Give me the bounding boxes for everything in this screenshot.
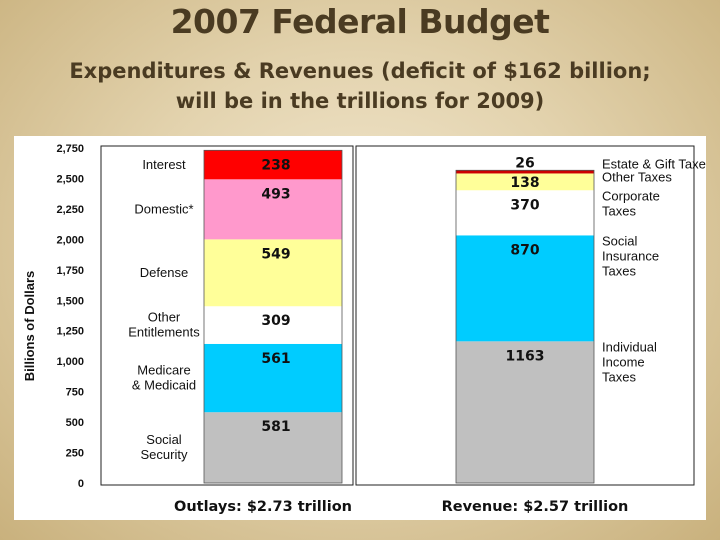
y-axis-label: Billions of Dollars [22, 271, 37, 382]
outlays-caption: Outlays: $2.73 trillion [174, 499, 352, 515]
bar-segment-interest [204, 150, 342, 180]
category-label-other-entitlements: Other Entitlements [128, 310, 200, 340]
subtitle-line-1: Expenditures & Revenues (deficit of $162… [69, 59, 651, 83]
value-label-estate-gift-taxes: 26 [515, 155, 534, 171]
revenue-caption: Revenue: $2.57 trillion [442, 499, 629, 515]
y-tick-label: 1,250 [56, 326, 84, 338]
value-label-defense: 549 [261, 246, 290, 262]
value-label-individual-income-taxes: 1163 [506, 348, 545, 364]
chart-panel: 0 250 500 750 1,000 1,250 1,500 1,750 2,000 2,250… [14, 136, 706, 520]
value-label-other-entitlements: 309 [261, 313, 290, 329]
y-tick-label: 2,750 [56, 143, 84, 155]
value-label-other-taxes: 138 [510, 175, 539, 191]
bar-segment-social-insurance-taxes [456, 235, 594, 342]
category-label-social-security: Social Security [141, 432, 188, 462]
value-label-corporate-taxes: 370 [510, 197, 539, 213]
bar-segment-defense [204, 239, 342, 307]
value-label-domestic: 493 [261, 186, 290, 202]
y-tick-label: 2,500 [56, 173, 84, 185]
y-axis: 0 250 500 750 1,000 1,250 1,500 1,750 2,000 2,250… [56, 143, 84, 490]
subtitle-line-2: will be in the trillions for 2009) [175, 89, 545, 113]
value-label-social-insurance-taxes: 870 [510, 242, 539, 258]
y-tick-label: 0 [78, 478, 84, 490]
bar-segment-other-entitlements [204, 306, 342, 344]
plot-frame [355, 145, 695, 486]
y-tick-label: 2,000 [56, 234, 84, 246]
y-tick-label: 1,000 [56, 356, 84, 368]
y-tick-label: 2,250 [56, 204, 84, 216]
bar-outline [203, 149, 343, 484]
budget-chart: 0 250 500 750 1,000 1,250 1,500 1,750 2,000 2,250… [22, 143, 706, 515]
value-label-social-security: 581 [261, 419, 290, 435]
category-label-social-insurance-taxes: Social Insurance Taxes [602, 233, 659, 278]
bar-segment-other-taxes [456, 173, 594, 191]
y-tick-label: 750 [66, 387, 84, 399]
bar-segment-domestic [204, 179, 342, 240]
slide-subtitle: Expenditures & Revenues (deficit of $162… [0, 56, 720, 116]
category-label-defense: Defense [140, 265, 188, 280]
category-label-individual-income-taxes: Individual Income Taxes [602, 339, 657, 384]
revenue-bar: 1163 Individual Income Taxes 870 Social Insura… [355, 145, 706, 486]
bar-outline [455, 169, 595, 484]
category-label-medicare-medicaid: Medicare & Medicaid [132, 363, 196, 393]
category-label-other-taxes: Other Taxes [602, 169, 672, 184]
bar-segment-medicare-medicaid [204, 343, 342, 413]
value-label-interest: 238 [261, 157, 290, 173]
plot-frame [100, 145, 354, 486]
slide-title: 2007 Federal Budget [170, 2, 550, 41]
outlays-bar: 581 Social Security 561 Medicare & Medicaid 30… [100, 145, 354, 486]
bar-segment-estate-gift-taxes [456, 170, 594, 174]
category-label-corporate-taxes: Corporate Taxes [602, 188, 660, 218]
y-tick-label: 500 [66, 417, 84, 429]
bar-segment-individual-income-taxes [456, 341, 594, 483]
bar-segment-social-security [204, 412, 342, 483]
bar-segment-corporate-taxes [456, 190, 594, 236]
y-tick-label: 1,500 [56, 295, 84, 307]
category-label-interest: Interest [142, 157, 186, 172]
category-label-domestic: Domestic* [134, 201, 193, 216]
category-label-estate-gift-taxes: Estate & Gift Taxes [602, 156, 706, 171]
y-tick-label: 1,750 [56, 265, 84, 277]
y-tick-label: 250 [66, 448, 84, 460]
value-label-medicare-medicaid: 561 [261, 351, 290, 367]
